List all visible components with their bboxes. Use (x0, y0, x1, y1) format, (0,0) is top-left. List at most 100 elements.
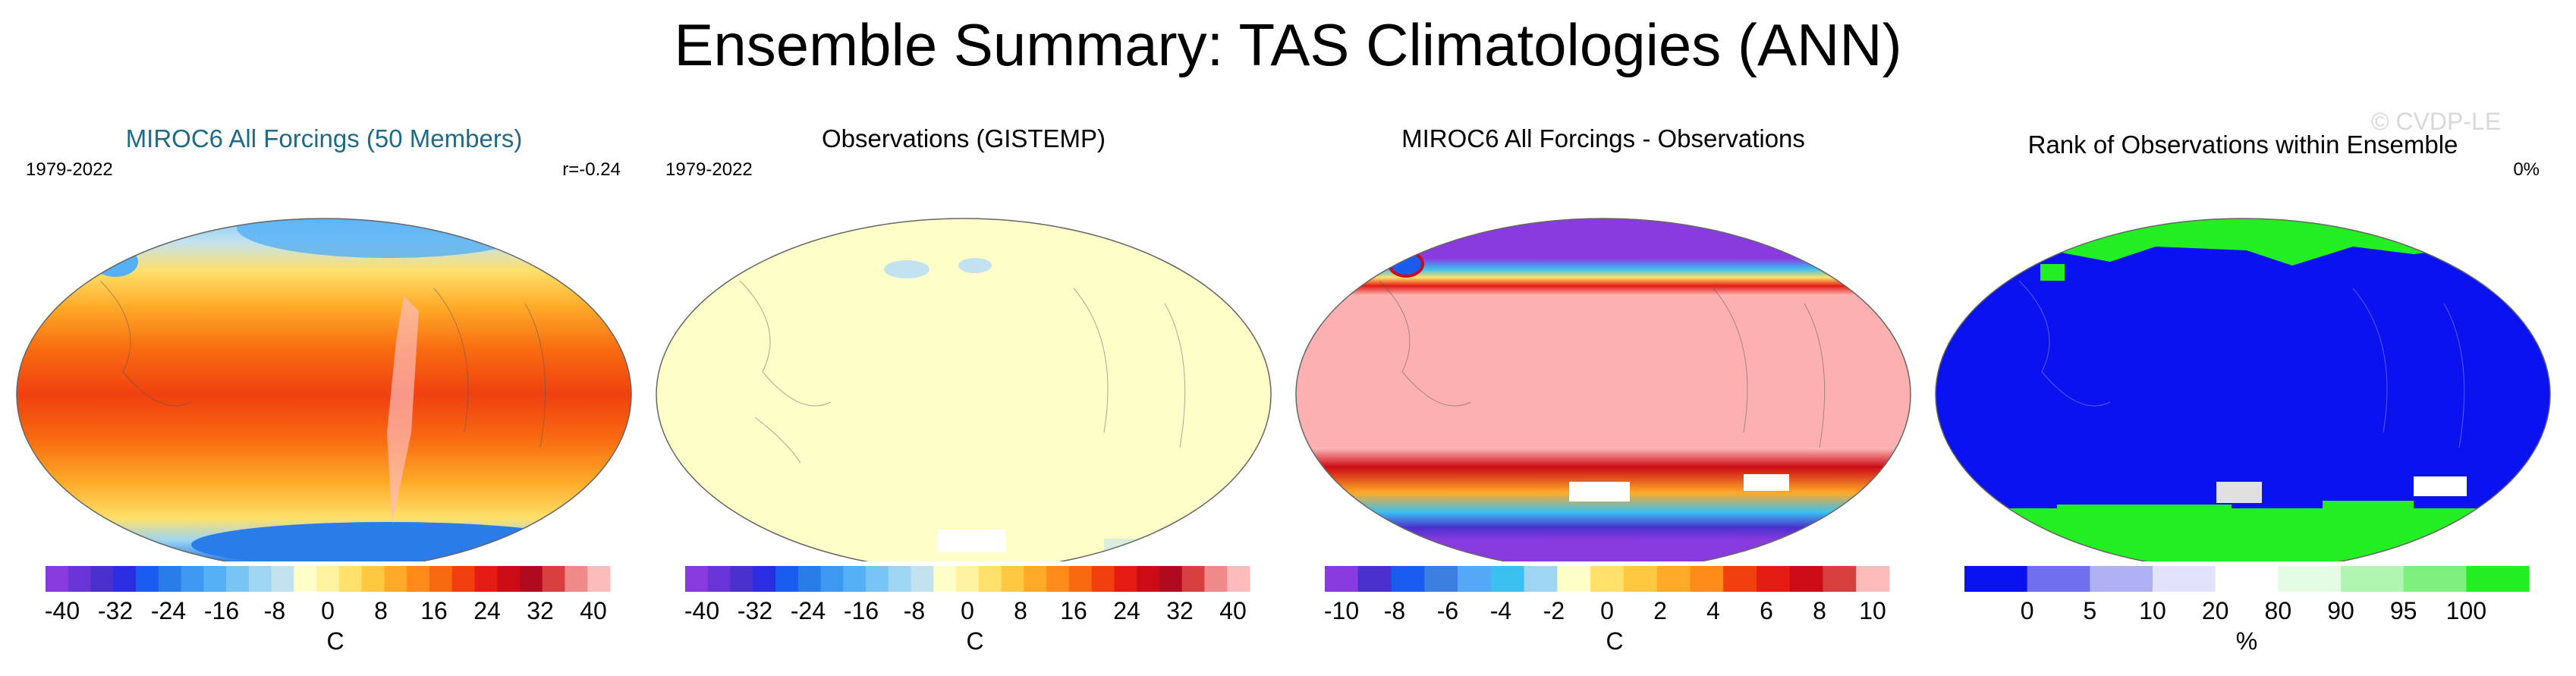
colorbar-tick-label: -24 (151, 597, 186, 624)
colorbar-swatch (384, 566, 407, 592)
colorbar-swatch (1046, 566, 1070, 592)
colorbar-swatch (2278, 566, 2342, 592)
colorbar-model: -40 -32 -24 -16 -8 0 8 16 24 32 40 C (45, 566, 611, 655)
colorbar-tick-label: 6 (1760, 597, 1773, 624)
colorbar-swatch (497, 566, 521, 592)
colorbar-swatch (753, 566, 776, 592)
colorbar-swatch (933, 566, 957, 592)
colorbar-unit: C (326, 627, 344, 655)
colorbar-swatch (226, 566, 250, 592)
colorbar-swatch (361, 566, 385, 592)
colorbar-swatch (730, 566, 753, 592)
colorbar-swatch (1524, 566, 1558, 592)
colorbar-swatch (429, 566, 453, 592)
colorbar-swatch (2215, 566, 2279, 592)
colorbar-swatch (474, 566, 498, 592)
colorbar-tick-label: -8 (1384, 597, 1405, 624)
page-title: Ensemble Summary: TAS Climatologies (ANN… (674, 11, 1902, 78)
map-observations (656, 218, 1272, 561)
panel-difference: MIROC6 All Forcings - Observations (1288, 114, 1918, 675)
colorbar-tick-label: 90 (2327, 597, 2354, 624)
colorbar-swatch (2341, 566, 2405, 592)
colorbar-swatch (203, 566, 227, 592)
colorbar-unit: C (1606, 627, 1623, 655)
colorbar-swatch (2466, 566, 2530, 592)
colorbar-swatch (519, 566, 543, 592)
colorbar-swatch (338, 566, 363, 592)
colorbar-tick-label: -40 (684, 597, 719, 624)
colorbar-tick-label: -10 (1324, 597, 1359, 624)
colorbar-swatch (1964, 566, 2028, 592)
colorbar-swatch (46, 566, 69, 592)
colorbar-swatch (1690, 566, 1724, 592)
colorbar-swatch (1789, 566, 1823, 592)
colorbar-swatch (1001, 566, 1024, 592)
colorbar-swatch (1391, 566, 1425, 592)
colorbar-tick-label: 10 (2139, 597, 2166, 624)
colorbar-swatch (1114, 566, 1137, 592)
colorbar-swatch (1756, 566, 1791, 592)
colorbar-observations: -40 -32 -24 -16 -8 0 8 16 24 32 40 C (684, 566, 1250, 655)
colorbar-tick-label: 20 (2202, 597, 2229, 624)
colorbar-swatch (1357, 566, 1392, 592)
colorbar-tick-label: -32 (98, 597, 133, 624)
colorbar-swatch (1557, 566, 1591, 592)
colorbar-swatch (1590, 566, 1625, 592)
colorbar-swatch (1656, 566, 1691, 592)
colorbar-tick-label: 8 (374, 597, 388, 624)
colorbar-tick-label: 80 (2265, 597, 2292, 624)
colorbar-tick-label: 100 (2446, 597, 2486, 624)
panel-model: MIROC6 All Forcings (50 Members) 1979-20… (9, 114, 639, 675)
colorbar-swatch (775, 566, 799, 592)
colorbar-tick-label: 8 (1014, 597, 1027, 624)
colorbar-tick-label: 24 (473, 597, 501, 624)
colorbar-swatch (1325, 566, 1359, 592)
colorbar-tick-label: 0 (961, 597, 974, 624)
colorbar-swatch (1204, 566, 1228, 592)
colorbar-difference: -10 -8 -6 -4 -2 0 2 4 6 8 10 C (1324, 566, 1890, 655)
colorbar-swatch (1490, 566, 1525, 592)
colorbar-swatch (820, 566, 844, 592)
colorbar-swatch (407, 566, 430, 592)
colorbar-swatch (1137, 566, 1160, 592)
colorbar-swatch (707, 566, 731, 592)
colorbar-swatch (158, 566, 182, 592)
panel-title: Observations (GISTEMP) (821, 124, 1106, 152)
panel-title: MIROC6 All Forcings (50 Members) (125, 124, 523, 152)
colorbar-tick-label: 10 (1859, 597, 1886, 624)
colorbar-swatch (136, 566, 159, 592)
colorbar-swatch (248, 566, 272, 592)
colorbar-swatch (1091, 566, 1115, 592)
colorbar-tick-label: 95 (2390, 597, 2417, 624)
colorbar-swatch (1181, 566, 1205, 592)
panel-rank: Rank of Observations within Ensemble 0% … (1928, 114, 2558, 675)
colorbar-swatch (866, 566, 889, 592)
colorbar-tick-label: 40 (580, 597, 607, 624)
colorbar-swatch (565, 566, 588, 592)
colorbar-rank: 0 5 10 20 80 90 95 100 % (1964, 566, 2530, 655)
colorbar-tick-label: -24 (791, 597, 826, 624)
colorbar-swatch (181, 566, 204, 592)
colorbar-swatch (978, 566, 1002, 592)
period-label: 1979-2022 (26, 159, 113, 180)
map-difference (1295, 218, 1911, 561)
correlation-label: r=-0.24 (562, 159, 621, 180)
colorbar-tick-label: 5 (2083, 597, 2096, 624)
colorbar-swatch (2153, 566, 2216, 592)
colorbar-swatch (1856, 566, 1890, 592)
colorbar-swatch (542, 566, 565, 592)
colorbar-swatch (956, 566, 980, 592)
colorbar-tick-label: 2 (1653, 597, 1667, 624)
colorbar-tick-label: 24 (1113, 597, 1140, 624)
colorbar-swatch (1159, 566, 1183, 592)
colorbar-swatch (685, 566, 709, 592)
colorbar-swatch (1068, 566, 1093, 592)
colorbar-swatch (587, 566, 611, 592)
colorbar-tick-label: -2 (1543, 597, 1565, 624)
colorbar-tick-label: 0 (321, 597, 335, 624)
colorbar-swatch (90, 566, 114, 592)
colorbar-swatch (1623, 566, 1658, 592)
colorbar-tick-label: 32 (1166, 597, 1194, 624)
colorbar-tick-label: 32 (527, 597, 554, 624)
rank-stat-label: 0% (2513, 159, 2540, 180)
